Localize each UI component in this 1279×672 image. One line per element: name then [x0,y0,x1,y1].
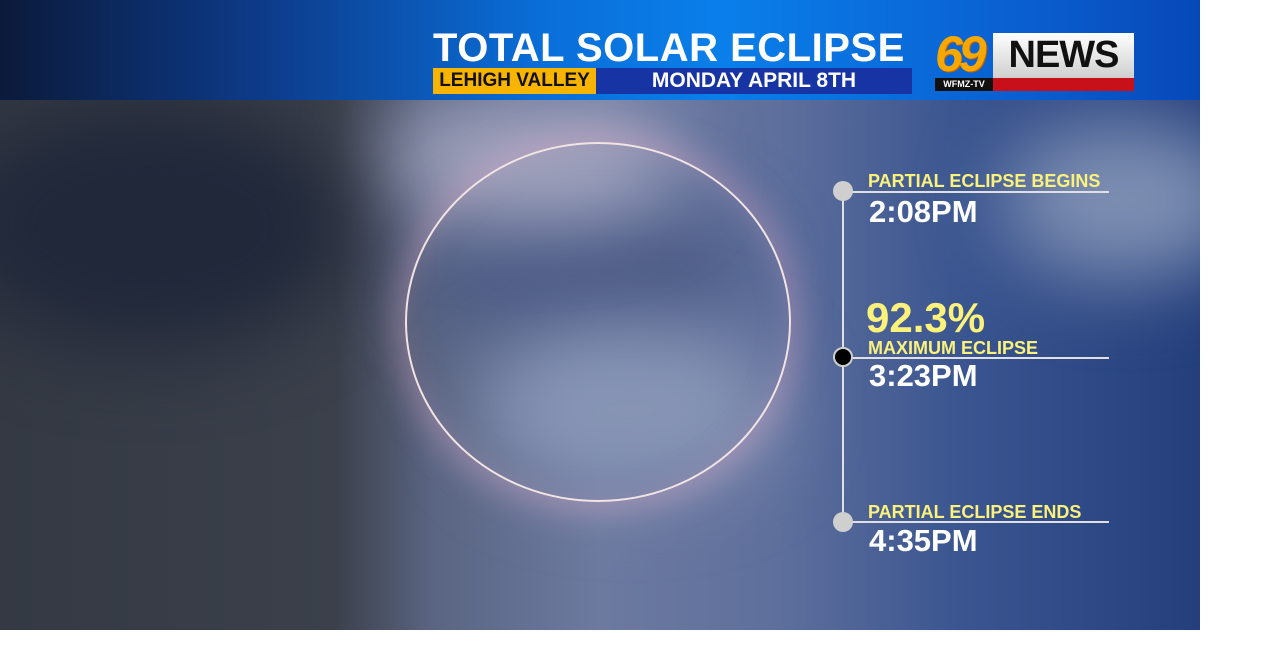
eclipse-graphic: PARTIAL ECLIPSE BEGINS 2:08PM 92.3% MAXI… [0,0,1200,630]
location-badge: LEHIGH VALLEY [433,68,596,94]
page-title: TOTAL SOLAR ECLIPSE [433,26,905,70]
logo-number: 69 [935,26,987,82]
timeline-divider [843,521,1109,523]
date-badge: MONDAY APRIL 8TH [596,68,912,94]
max-label: MAXIMUM ECLIPSE [868,338,1039,358]
eclipse-circle [405,142,791,502]
max-marker [833,347,853,367]
max-time: 3:23PM [869,358,978,393]
logo-news: NEWS [993,33,1134,78]
begin-marker [833,181,853,201]
timeline-divider [843,191,1109,193]
begin-time: 2:08PM [869,194,978,229]
header-banner: TOTAL SOLAR ECLIPSE LEHIGH VALLEY MONDAY… [0,0,1200,100]
end-label: PARTIAL ECLIPSE ENDS [868,502,1082,522]
max-percent: 92.3% [866,294,986,341]
cloud [1000,120,1200,280]
cloud [0,100,350,350]
station-logo: NEWS WFMZ-TV 69 [935,26,1134,92]
end-marker [833,512,853,532]
begin-label: PARTIAL ECLIPSE BEGINS [868,171,1101,191]
logo-callsign: WFMZ-TV [935,78,993,91]
end-time: 4:35PM [869,523,978,558]
timeline-divider [843,357,1109,359]
logo-red-bar [993,78,1134,91]
